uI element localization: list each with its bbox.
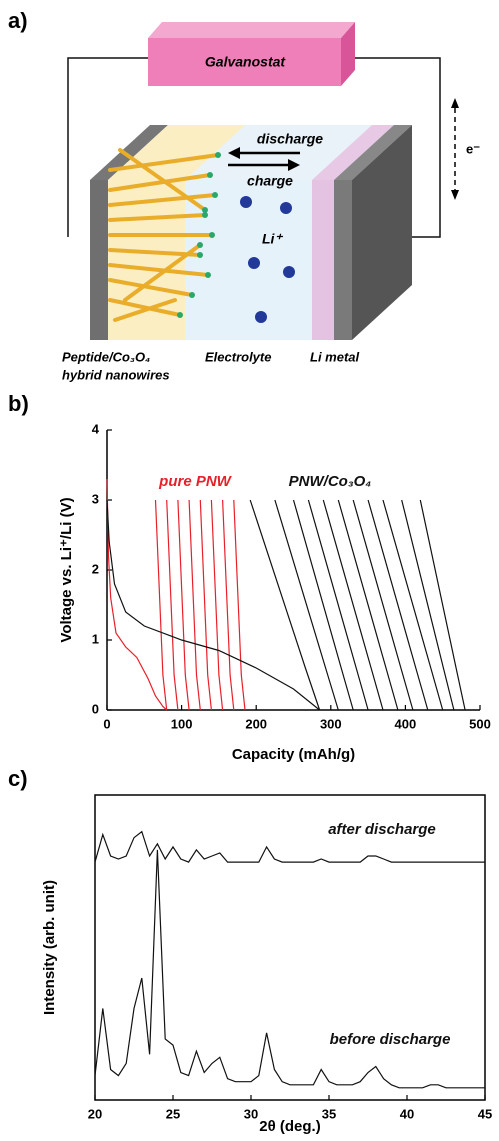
data-line [382,499,444,711]
anode [90,180,108,340]
arrow-head [288,159,300,171]
cathode-side [352,125,412,340]
data-line [177,499,190,711]
data-line [166,499,179,711]
wire [350,57,441,238]
x-tick-label: 35 [322,1106,336,1121]
anode-top [90,125,168,180]
charge-label: charge [247,173,293,189]
ion-label: Li⁺ [262,231,283,247]
y-tick-label: 4 [92,421,100,436]
x-tick-label: 25 [166,1106,180,1121]
x-tick-label: 30 [244,1106,258,1121]
cathode-top [334,125,412,180]
y-tick-label: 2 [92,561,99,576]
galvanostat-top [148,22,355,38]
galvanostat-label: Galvanostat [205,54,286,70]
data-line [199,499,212,711]
panel-label: a) [8,8,28,33]
x-tick-label: 200 [245,716,267,731]
plot-frame [94,794,486,1101]
x-tick-label: 300 [320,716,342,731]
series-label: pure PNW [158,473,233,490]
discharge-label: discharge [257,131,323,147]
data-line [233,499,246,711]
data-line [307,499,369,711]
anode-label: Peptide/Co₃O₄ [62,349,150,364]
series-label: PNW/Co₃O₄ [289,473,372,490]
panel-label: b) [8,391,29,416]
x-axis-label: 2θ (deg.) [259,1118,320,1135]
data-line [352,499,414,711]
cathode-label: Li metal [310,349,360,364]
galvanostat-side [341,22,355,86]
data-line [188,499,201,711]
x-tick-label: 45 [478,1106,492,1121]
nanoparticles [177,152,221,318]
wire [67,57,148,237]
data-line [210,499,224,711]
data-line [94,830,485,863]
x-tick-label: 40 [400,1106,414,1121]
data-line [292,499,354,711]
data-line [154,499,168,711]
data-line [106,478,168,711]
y-tick-label: 1 [92,631,99,646]
x-axis-label: Capacity (mAh/g) [232,746,355,763]
x-tick-label: 500 [469,716,491,731]
cathode [334,180,352,340]
electron-label: e⁻ [466,141,480,156]
li-top [312,125,394,180]
series-label: after discharge [328,821,436,838]
nanowires [108,148,220,322]
series-label: before discharge [330,1031,451,1048]
diagram: Galvanostat [62,22,480,382]
data-line [274,499,339,711]
y-tick-label: 0 [92,701,99,716]
li-ions [240,196,295,323]
data-line [419,499,466,711]
arrow-head [451,190,459,200]
panel-label: c) [8,766,28,791]
y-tick-label: 3 [92,491,99,506]
data-line [337,499,399,711]
data-line [322,499,384,711]
anode-label: hybrid nanowires [62,367,170,382]
data-line [106,499,320,711]
galvanostat [148,38,341,86]
x-tick-label: 100 [171,716,193,731]
data-line [401,499,455,711]
x-tick-label: 20 [88,1106,102,1121]
data-line [249,499,321,711]
data-line [222,499,235,711]
li-metal [312,180,334,340]
electrolyte-label: Electrolyte [205,349,271,364]
data-line [367,499,429,711]
y-axis-label: Intensity (arb. unit) [41,880,58,1015]
arrow-head [451,98,459,108]
y-axis-label: Voltage vs. Li⁺/Li (V) [58,497,75,642]
x-tick-label: 400 [395,716,417,731]
data-line [94,849,485,1089]
x-tick-label: 0 [103,716,110,731]
arrow-head [228,147,240,159]
